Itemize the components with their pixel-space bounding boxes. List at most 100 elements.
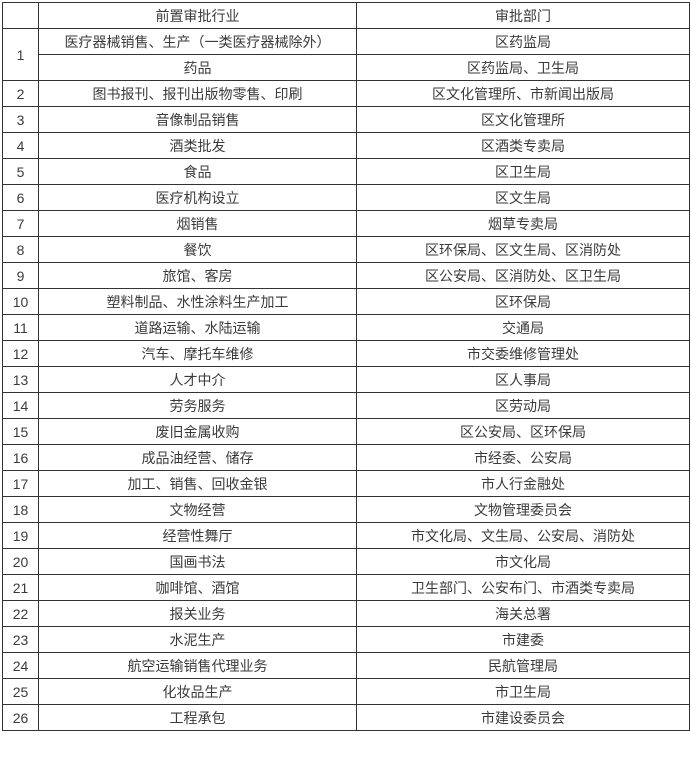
approval-table: 前置审批行业 审批部门 1 医疗器械销售、生产（一类医疗器械除外） 区药监局 药品 区药… <box>2 2 690 731</box>
industry-cell: 咖啡馆、酒馆 <box>38 574 357 601</box>
department-cell: 区酒类专卖局 <box>356 132 690 159</box>
department-cell: 卫生部门、公安布门、市酒类专卖局 <box>356 574 690 601</box>
row-number-cell: 13 <box>2 366 39 393</box>
industry-cell: 水泥生产 <box>38 626 357 653</box>
department-cell: 市交委维修管理处 <box>356 340 690 367</box>
table-row: 14 劳务服务 区劳动局 <box>2 392 690 419</box>
industry-cell: 经营性舞厅 <box>38 522 357 549</box>
industry-cell: 国画书法 <box>38 548 357 575</box>
department-cell: 区卫生局 <box>356 158 690 185</box>
table-row: 23 水泥生产 市建委 <box>2 626 690 653</box>
table-row: 10 塑料制品、水性涂料生产加工 区环保局 <box>2 288 690 315</box>
department-cell: 区环保局 <box>356 288 690 315</box>
department-cell: 市文化局、文生局、公安局、消防处 <box>356 522 690 549</box>
department-cell: 区文化管理所 <box>356 106 690 133</box>
table-row: 20 国画书法 市文化局 <box>2 548 690 575</box>
row-number-cell: 10 <box>2 288 39 315</box>
department-cell: 区药监局、卫生局 <box>356 54 690 81</box>
table-row: 11 道路运输、水陆运输 交通局 <box>2 314 690 341</box>
industry-cell: 旅馆、客房 <box>38 262 357 289</box>
row-number-cell: 4 <box>2 132 39 159</box>
row-number-cell: 1 <box>2 28 39 81</box>
row-number-cell: 22 <box>2 600 39 627</box>
row-number-cell: 21 <box>2 574 39 601</box>
table-row: 7 烟销售 烟草专卖局 <box>2 210 690 237</box>
row-number-cell: 15 <box>2 418 39 445</box>
header-cell-industry: 前置审批行业 <box>38 2 357 29</box>
department-cell: 市卫生局 <box>356 678 690 705</box>
row-number-cell: 23 <box>2 626 39 653</box>
table-row: 21 咖啡馆、酒馆 卫生部门、公安布门、市酒类专卖局 <box>2 574 690 601</box>
row-number-cell: 16 <box>2 444 39 471</box>
department-cell: 烟草专卖局 <box>356 210 690 237</box>
row-number-cell: 8 <box>2 236 39 263</box>
industry-cell: 汽车、摩托车维修 <box>38 340 357 367</box>
industry-cell: 餐饮 <box>38 236 357 263</box>
row-number-cell: 3 <box>2 106 39 133</box>
table-row: 9 旅馆、客房 区公安局、区消防处、区卫生局 <box>2 262 690 289</box>
table-row: 5 食品 区卫生局 <box>2 158 690 185</box>
table-header-row: 前置审批行业 审批部门 <box>2 2 690 29</box>
row-number-cell: 2 <box>2 80 39 107</box>
table-row: 8 餐饮 区环保局、区文生局、区消防处 <box>2 236 690 263</box>
row-number-cell: 14 <box>2 392 39 419</box>
department-cell: 区药监局 <box>356 28 690 55</box>
department-cell: 区劳动局 <box>356 392 690 419</box>
industry-cell: 道路运输、水陆运输 <box>38 314 357 341</box>
industry-cell: 工程承包 <box>38 704 357 731</box>
table-row: 12 汽车、摩托车维修 市交委维修管理处 <box>2 340 690 367</box>
department-cell: 区文化管理所、市新闻出版局 <box>356 80 690 107</box>
department-cell: 海关总署 <box>356 600 690 627</box>
row-number-cell: 9 <box>2 262 39 289</box>
table-row: 26 工程承包 市建设委员会 <box>2 704 690 731</box>
industry-cell: 航空运输销售代理业务 <box>38 652 357 679</box>
department-cell: 市建设委员会 <box>356 704 690 731</box>
table-row: 18 文物经营 文物管理委员会 <box>2 496 690 523</box>
table-row: 19 经营性舞厅 市文化局、文生局、公安局、消防处 <box>2 522 690 549</box>
row-number-cell: 5 <box>2 158 39 185</box>
industry-cell: 废旧金属收购 <box>38 418 357 445</box>
industry-cell: 成品油经营、储存 <box>38 444 357 471</box>
table-row: 25 化妆品生产 市卫生局 <box>2 678 690 705</box>
table-row: 6 医疗机构设立 区文生局 <box>2 184 690 211</box>
row-number-cell: 17 <box>2 470 39 497</box>
table-body: 1 医疗器械销售、生产（一类医疗器械除外） 区药监局 药品 区药监局、卫生局 2 图书报刊、… <box>2 28 690 731</box>
department-cell: 交通局 <box>356 314 690 341</box>
industry-cell: 劳务服务 <box>38 392 357 419</box>
industry-cell: 音像制品销售 <box>38 106 357 133</box>
table-row: 15 废旧金属收购 区公安局、区环保局 <box>2 418 690 445</box>
header-cell-number <box>2 2 39 29</box>
table-row: 17 加工、销售、回收金银 市人行金融处 <box>2 470 690 497</box>
industry-cell: 塑料制品、水性涂料生产加工 <box>38 288 357 315</box>
row-number-cell: 24 <box>2 652 39 679</box>
row-number-cell: 7 <box>2 210 39 237</box>
table-row: 药品 区药监局、卫生局 <box>3 54 690 81</box>
row-number-cell: 20 <box>2 548 39 575</box>
table-row: 1 医疗器械销售、生产（一类医疗器械除外） 区药监局 <box>2 28 690 81</box>
table-row: 4 酒类批发 区酒类专卖局 <box>2 132 690 159</box>
industry-cell: 图书报刊、报刊出版物零售、印刷 <box>38 80 357 107</box>
table-row: 3 音像制品销售 区文化管理所 <box>2 106 690 133</box>
department-cell: 市经委、公安局 <box>356 444 690 471</box>
department-cell: 文物管理委员会 <box>356 496 690 523</box>
row-number-cell: 11 <box>2 314 39 341</box>
department-cell: 区环保局、区文生局、区消防处 <box>356 236 690 263</box>
industry-cell: 人才中介 <box>38 366 357 393</box>
department-cell: 市人行金融处 <box>356 470 690 497</box>
header-cell-department: 审批部门 <box>356 2 690 29</box>
industry-cell: 酒类批发 <box>38 132 357 159</box>
row-number-cell: 12 <box>2 340 39 367</box>
industry-cell: 报关业务 <box>38 600 357 627</box>
table-row: 13 人才中介 区人事局 <box>2 366 690 393</box>
industry-cell: 化妆品生产 <box>38 678 357 705</box>
department-cell: 市建委 <box>356 626 690 653</box>
industry-cell: 加工、销售、回收金银 <box>38 470 357 497</box>
table-row: 16 成品油经营、储存 市经委、公安局 <box>2 444 690 471</box>
department-cell: 民航管理局 <box>356 652 690 679</box>
department-cell: 区人事局 <box>356 366 690 393</box>
table-row: 2 图书报刊、报刊出版物零售、印刷 区文化管理所、市新闻出版局 <box>2 80 690 107</box>
department-cell: 区公安局、区环保局 <box>356 418 690 445</box>
department-cell: 市文化局 <box>356 548 690 575</box>
row-number-cell: 25 <box>2 678 39 705</box>
